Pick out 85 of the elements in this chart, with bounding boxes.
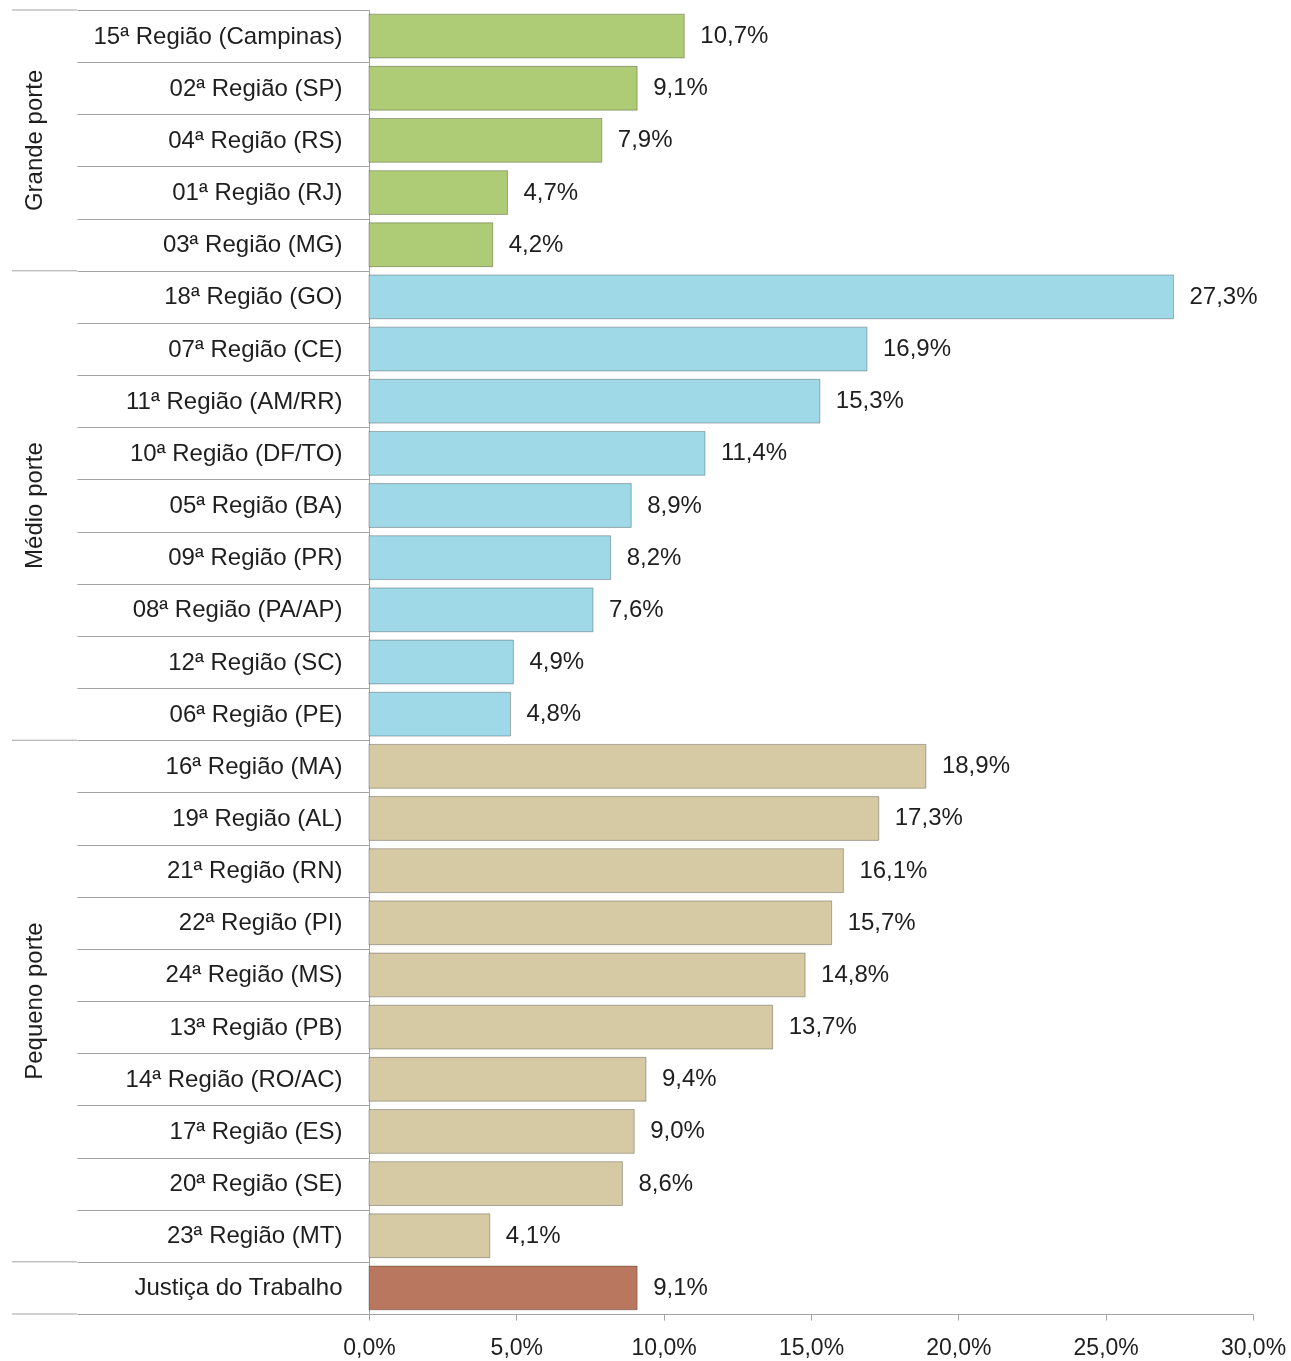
y-tick-label: 03ª Região (MG)	[162, 230, 343, 258]
y-tick-label: 08ª Região (PA/AP)	[132, 595, 343, 623]
y-tick-label: 17ª Região (ES)	[169, 1116, 343, 1144]
data-label: 9,4%	[661, 1064, 717, 1092]
data-label: 10,7%	[700, 21, 769, 49]
data-label: 27,3%	[1189, 281, 1258, 309]
x-tick-label: 30,0%	[1220, 1333, 1287, 1360]
bar	[368, 170, 508, 215]
bar	[368, 1265, 638, 1311]
y-tick-label: 07ª Região (CE)	[168, 334, 343, 362]
bar	[368, 117, 603, 163]
bar	[368, 378, 821, 424]
y-tick-label: 04ª Região (RS)	[168, 125, 343, 153]
x-tick-label: 25,0%	[1073, 1333, 1139, 1360]
bar	[368, 952, 806, 998]
data-label: 8,9%	[647, 490, 702, 518]
x-tick-label: 10,0%	[631, 1333, 697, 1360]
data-label: 16,1%	[859, 855, 928, 883]
y-tick-label: 19ª Região (AL)	[172, 803, 343, 831]
data-label: 7,6%	[608, 594, 664, 622]
y-tick-label: 23ª Região (MT)	[166, 1221, 343, 1249]
data-label: 13,7%	[788, 1012, 857, 1040]
y-tick-label: 02ª Região (SP)	[169, 73, 343, 101]
bar	[368, 1213, 491, 1259]
data-label: 4,9%	[529, 647, 585, 674]
x-tick-label: 5,0%	[490, 1333, 544, 1360]
data-label: 4,7%	[523, 177, 579, 205]
y-tick-label: 11ª Região (AM/RR)	[125, 386, 343, 414]
data-label: 4,8%	[526, 699, 582, 727]
y-tick-label: 05ª Região (BA)	[169, 491, 343, 519]
bar	[368, 796, 880, 841]
x-tick-label: 15,0%	[778, 1333, 845, 1360]
x-tick-label: 20,0%	[926, 1333, 992, 1360]
y-tick-label: 14ª Região (RO/AC)	[125, 1064, 343, 1092]
y-tick-label: 09ª Região (PR)	[168, 543, 343, 571]
bar	[368, 430, 706, 476]
y-tick-label: 18ª Região (GO)	[164, 282, 343, 310]
bar	[368, 65, 638, 111]
bar	[368, 848, 844, 894]
data-label: 17,3%	[894, 803, 963, 831]
y-tick-label: 15ª Região (Campinas)	[93, 21, 343, 49]
y-tick-label: 10ª Região (DF/TO)	[129, 438, 343, 466]
bar	[368, 639, 514, 685]
bar	[368, 326, 868, 372]
text: Pequeno porte	[20, 922, 47, 1080]
y-tick-label: 12ª Região (SC)	[168, 647, 343, 675]
data-label: 14,8%	[821, 959, 890, 987]
bar	[368, 222, 494, 268]
data-label: 9,0%	[650, 1116, 705, 1144]
bar	[368, 535, 612, 581]
bar	[368, 483, 632, 528]
data-label: 9,1%	[653, 73, 708, 101]
y-tick-label: 21ª Região (RN)	[166, 856, 343, 884]
y-tick-label: Justiça do Trabalho	[134, 1273, 343, 1301]
x-tick-label: 0,0%	[343, 1333, 396, 1360]
bar	[368, 1004, 774, 1050]
data-label: 15,3%	[835, 386, 904, 414]
y-tick-label: 13ª Região (PB)	[169, 1012, 343, 1040]
y-tick-label: 22ª Região (PI)	[178, 908, 343, 936]
bar	[368, 1056, 647, 1102]
y-tick-label: 16ª Região (MA)	[165, 751, 343, 779]
y-tick-label: 20ª Região (SE)	[169, 1169, 343, 1197]
bar	[368, 274, 1174, 320]
y-tick-label: 06ª Região (PE)	[169, 699, 343, 727]
data-label: 8,2%	[626, 542, 682, 570]
bar	[368, 691, 511, 737]
data-label: 7,9%	[617, 125, 673, 153]
data-label: 4,2%	[508, 229, 564, 257]
bar	[368, 1109, 635, 1154]
data-label: 9,1%	[653, 1272, 708, 1300]
data-label: 16,9%	[882, 334, 952, 362]
bar	[368, 900, 833, 946]
data-label: 18,9%	[941, 751, 1010, 779]
data-label: 8,6%	[638, 1168, 694, 1196]
y-tick-label: 01ª Região (RJ)	[172, 178, 343, 206]
text: Grande porte	[20, 69, 47, 212]
text: Médio porte	[20, 442, 47, 569]
data-label: 11,4%	[720, 438, 788, 466]
bar	[368, 587, 594, 633]
bar	[368, 1161, 623, 1207]
data-label: 4,1%	[505, 1220, 561, 1248]
y-tick-label: 24ª Região (MS)	[165, 960, 343, 988]
data-label: 15,7%	[847, 907, 916, 935]
bar	[368, 743, 927, 789]
bar	[368, 13, 685, 59]
